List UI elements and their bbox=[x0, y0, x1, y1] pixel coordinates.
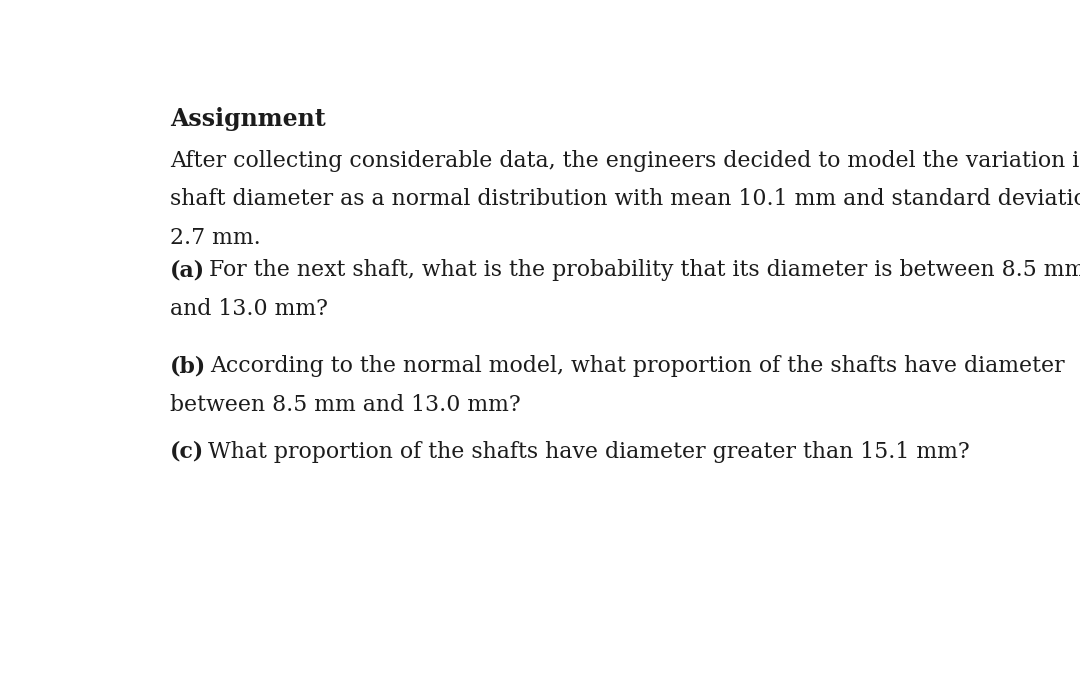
Text: After collecting considerable data, the engineers decided to model the variation: After collecting considerable data, the … bbox=[171, 150, 1080, 172]
Text: (a): (a) bbox=[171, 259, 205, 281]
Text: (b): (b) bbox=[171, 356, 206, 377]
Text: What proportion of the shafts have diameter greater than 15.1 mm?: What proportion of the shafts have diame… bbox=[208, 441, 970, 463]
Text: and 13.0 mm?: and 13.0 mm? bbox=[171, 298, 328, 319]
Text: 2.7 mm.: 2.7 mm. bbox=[171, 227, 261, 249]
Text: between 8.5 mm and 13.0 mm?: between 8.5 mm and 13.0 mm? bbox=[171, 394, 521, 416]
Text: shaft diameter as a normal distribution with mean 10.1 mm and standard deviation: shaft diameter as a normal distribution … bbox=[171, 188, 1080, 210]
Text: (c): (c) bbox=[171, 441, 204, 463]
Text: For the next shaft, what is the probability that its diameter is between 8.5 mm: For the next shaft, what is the probabil… bbox=[210, 259, 1080, 281]
Text: According to the normal model, what proportion of the shafts have diameter: According to the normal model, what prop… bbox=[211, 356, 1065, 377]
Text: Assignment: Assignment bbox=[171, 107, 326, 131]
